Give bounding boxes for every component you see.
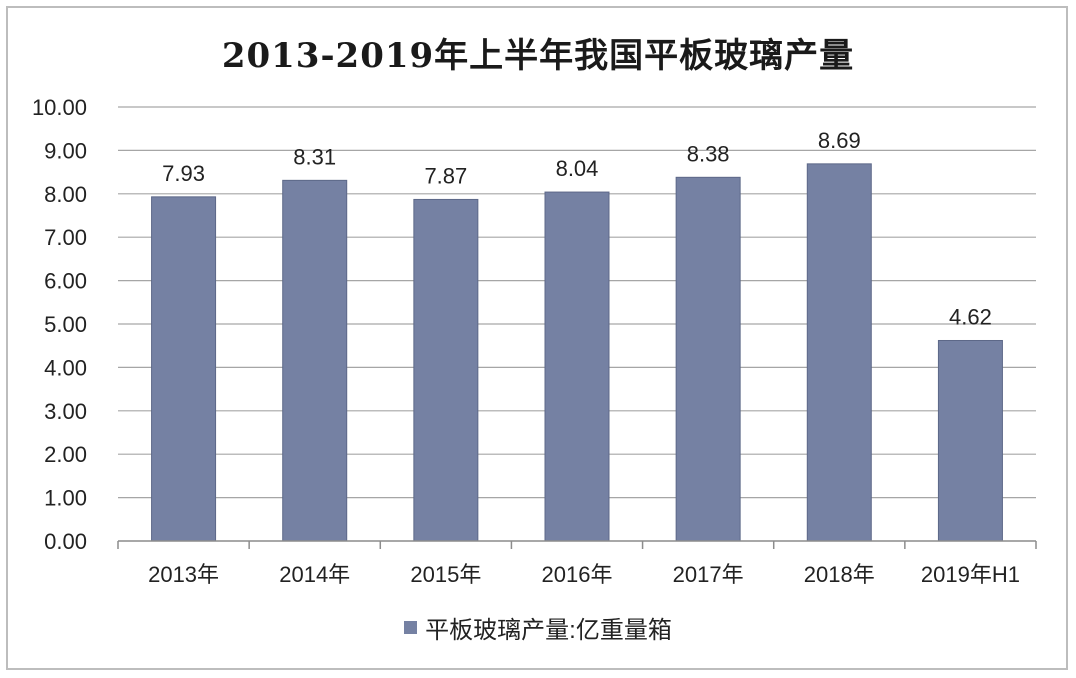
data-label: 7.87 (424, 163, 467, 188)
data-label: 7.93 (162, 161, 205, 186)
data-label: 8.69 (818, 128, 861, 153)
bar (151, 196, 217, 542)
x-tick-label: 2016年 (542, 562, 613, 587)
x-axis (117, 540, 1037, 549)
chart-title: 2013-2019年上半年我国平板玻璃产量 (221, 36, 855, 76)
data-labels: 7.93 8.31 7.87 8.04 8.38 8.69 4.62 (162, 128, 992, 330)
bar (806, 163, 872, 542)
y-tick-label: 3.00 (44, 399, 87, 424)
x-tick-label: 2019年H1 (921, 562, 1020, 587)
y-tick-label: 4.00 (44, 355, 87, 380)
data-label: 8.38 (687, 141, 730, 166)
y-tick-label: 9.00 (44, 138, 87, 163)
y-tick-label: 8.00 (44, 182, 87, 207)
y-tick-label: 5.00 (44, 312, 87, 337)
x-tick-label: 2013年 (148, 562, 219, 587)
bar (937, 339, 1003, 542)
x-tick-label: 2015年 (410, 562, 481, 587)
data-label: 8.31 (293, 144, 336, 169)
y-tick-label: 10.00 (32, 95, 87, 120)
y-tick-label: 2.00 (44, 442, 87, 467)
y-axis-tick-labels: 0.00 1.00 2.00 3.00 4.00 5.00 6.00 7.00 8.00 9.00… (32, 95, 87, 554)
legend: 平板玻璃产量:亿重量箱 (0, 610, 1076, 645)
legend-label: 平板玻璃产量:亿重量箱 (425, 617, 672, 644)
bar (675, 176, 741, 542)
data-label: 8.04 (556, 156, 599, 181)
y-tick-label: 0.00 (44, 529, 87, 554)
bars (151, 163, 1003, 542)
y-tick-label: 6.00 (44, 269, 87, 294)
x-tick-label: 2014年 (279, 562, 350, 587)
legend-swatch (404, 621, 418, 634)
bar (544, 191, 610, 542)
x-axis-tick-labels: 2013年 2014年 2015年 2016年 2017年 2018年 2019年H1 (148, 562, 1020, 587)
x-tick-label: 2017年 (673, 562, 744, 587)
x-tick-label: 2018年 (804, 562, 875, 587)
bar (413, 198, 479, 542)
bar (282, 179, 348, 542)
data-label: 4.62 (949, 304, 992, 329)
y-tick-label: 7.00 (44, 225, 87, 250)
y-tick-label: 1.00 (44, 486, 87, 511)
